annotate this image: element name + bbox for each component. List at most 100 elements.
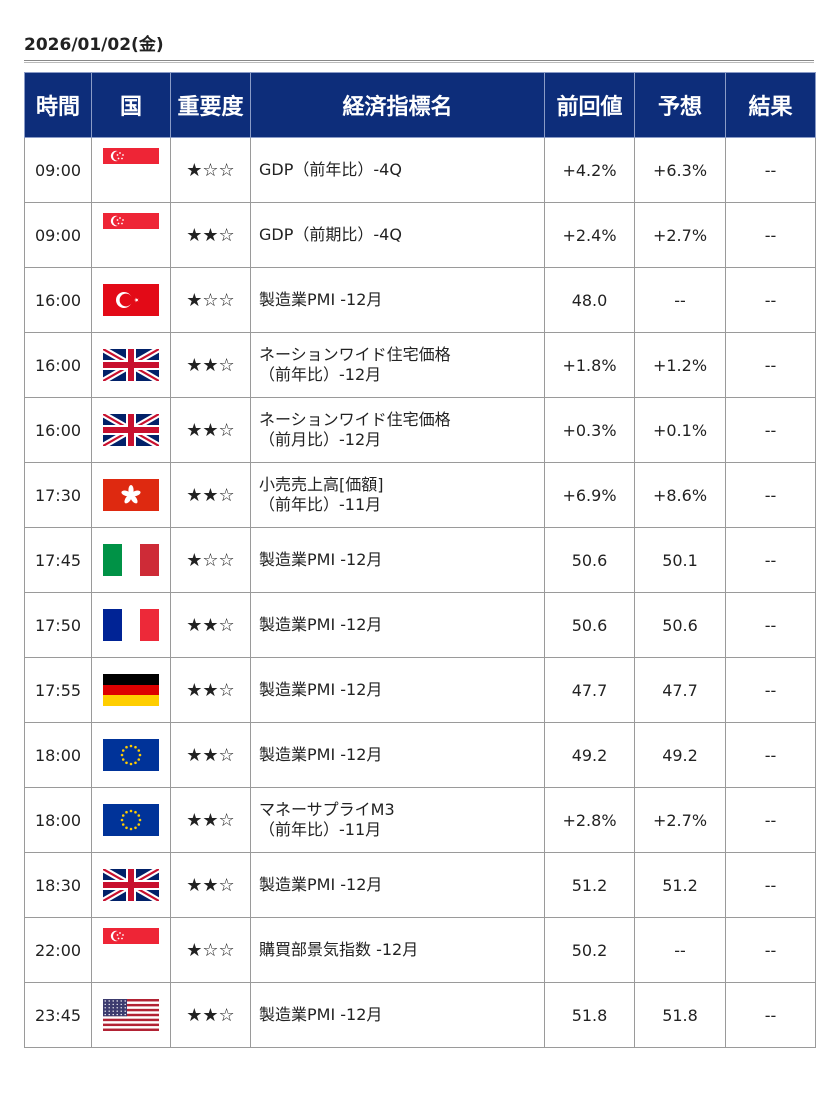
indicator-name-cell: 製造業PMI -12月 <box>250 267 545 333</box>
forecast-value-cell: +1.2% <box>634 332 726 398</box>
table-row: 18:00 ★★☆ 製造業PMI -12月 49.2 49.2 -- <box>24 722 816 788</box>
header-indicator-name: 経済指標名 <box>250 72 545 138</box>
divider <box>24 60 814 63</box>
indicator-name-line: 製造業PMI -12月 <box>259 550 383 569</box>
country-cell <box>91 527 171 593</box>
forecast-value-cell: -- <box>634 917 726 983</box>
previous-value-cell: 47.7 <box>544 657 635 723</box>
indicator-name-cell: 購買部景気指数 -12月 <box>250 917 545 983</box>
time-cell: 18:00 <box>24 722 92 788</box>
previous-value-cell: +2.8% <box>544 787 635 853</box>
country-cell <box>91 332 171 398</box>
singapore-flag-icon <box>103 148 159 180</box>
indicator-name-cell: 製造業PMI -12月 <box>250 657 545 723</box>
result-value-cell: -- <box>725 137 816 203</box>
time-cell: 09:00 <box>24 202 92 268</box>
forecast-value-cell: +2.7% <box>634 787 726 853</box>
forecast-value-cell: 51.8 <box>634 982 726 1048</box>
country-cell <box>91 397 171 463</box>
germany-flag-icon <box>103 674 159 706</box>
result-value-cell: -- <box>725 657 816 723</box>
table-row: 16:00 ★★☆ ネーションワイド住宅価格 （前月比）-12月 +0.3% +0.1% -… <box>24 397 816 463</box>
result-value-cell: -- <box>725 787 816 853</box>
table-row: 09:00 ★☆☆ GDP（前年比）-4Q +4.2% +6.3% -- <box>24 137 816 203</box>
indicator-name-line: 製造業PMI -12月 <box>259 875 383 894</box>
uk-flag-icon <box>103 869 159 901</box>
header-forecast: 予想 <box>634 72 726 138</box>
indicator-name-line: （前月比）-12月 <box>259 430 382 449</box>
importance-stars: ★☆☆ <box>170 917 251 983</box>
table-row: 18:30 ★★☆ 製造業PMI -12月 51.2 51.2 -- <box>24 852 816 918</box>
result-value-cell: -- <box>725 592 816 658</box>
country-cell <box>91 267 171 333</box>
country-cell <box>91 917 171 983</box>
importance-stars: ★☆☆ <box>170 527 251 593</box>
italy-flag-icon <box>103 544 159 576</box>
time-cell: 16:00 <box>24 267 92 333</box>
time-cell: 17:55 <box>24 657 92 723</box>
table-row: 17:45 ★☆☆ 製造業PMI -12月 50.6 50.1 -- <box>24 527 816 593</box>
importance-stars: ★★☆ <box>170 397 251 463</box>
result-value-cell: -- <box>725 202 816 268</box>
table-row: 16:00 ★☆☆ 製造業PMI -12月 48.0 -- -- <box>24 267 816 333</box>
importance-stars: ★★☆ <box>170 462 251 528</box>
result-value-cell: -- <box>725 267 816 333</box>
table-row: 09:00 ★★☆ GDP（前期比）-4Q +2.4% +2.7% -- <box>24 202 816 268</box>
table-row: 17:30 ★★☆ 小売売上高[価額] （前年比）-11月 +6.9% +8.6% -- <box>24 462 816 528</box>
uk-flag-icon <box>103 349 159 381</box>
turkey-flag-icon <box>103 284 159 316</box>
importance-stars: ★★☆ <box>170 332 251 398</box>
forecast-value-cell: 50.6 <box>634 592 726 658</box>
country-cell <box>91 852 171 918</box>
indicator-name-cell: GDP（前期比）-4Q <box>250 202 545 268</box>
time-cell: 18:30 <box>24 852 92 918</box>
importance-stars: ★★☆ <box>170 202 251 268</box>
result-value-cell: -- <box>725 462 816 528</box>
time-cell: 17:45 <box>24 527 92 593</box>
table-row: 17:50 ★★☆ 製造業PMI -12月 50.6 50.6 -- <box>24 592 816 658</box>
result-value-cell: -- <box>725 917 816 983</box>
indicator-name-line: 購買部景気指数 -12月 <box>259 940 419 959</box>
previous-value-cell: 48.0 <box>544 267 635 333</box>
eu-flag-icon <box>103 739 159 771</box>
importance-stars: ★☆☆ <box>170 267 251 333</box>
header-importance: 重要度 <box>170 72 251 138</box>
indicator-name-line: 小売売上高[価額] <box>259 475 384 494</box>
time-cell: 16:00 <box>24 332 92 398</box>
forecast-value-cell: +8.6% <box>634 462 726 528</box>
indicator-name-cell: ネーションワイド住宅価格 （前月比）-12月 <box>250 397 545 463</box>
importance-stars: ★★☆ <box>170 592 251 658</box>
time-cell: 18:00 <box>24 787 92 853</box>
indicator-name-cell: 製造業PMI -12月 <box>250 527 545 593</box>
uk-flag-icon <box>103 414 159 446</box>
indicator-name-cell: GDP（前年比）-4Q <box>250 137 545 203</box>
date-heading: 2026/01/02(金) <box>24 35 164 55</box>
indicator-name-line: マネーサプライM3 <box>259 800 395 819</box>
indicator-name-cell: 小売売上高[価額] （前年比）-11月 <box>250 462 545 528</box>
forecast-value-cell: 50.1 <box>634 527 726 593</box>
table-row: 18:00 ★★☆ マネーサプライM3 （前年比）-11月 +2.8% +2.7% -- <box>24 787 816 853</box>
indicator-name-cell: 製造業PMI -12月 <box>250 982 545 1048</box>
indicator-name-line: （前年比）-12月 <box>259 365 382 384</box>
indicator-name-cell: ネーションワイド住宅価格 （前年比）-12月 <box>250 332 545 398</box>
hongkong-flag-icon <box>103 479 159 511</box>
previous-value-cell: 50.6 <box>544 527 635 593</box>
header-row: 時間 国 重要度 経済指標名 前回値 予想 結果 <box>24 72 816 138</box>
country-cell <box>91 787 171 853</box>
time-cell: 09:00 <box>24 137 92 203</box>
importance-stars: ★★☆ <box>170 787 251 853</box>
eu-flag-icon <box>103 804 159 836</box>
previous-value-cell: 51.2 <box>544 852 635 918</box>
previous-value-cell: +4.2% <box>544 137 635 203</box>
previous-value-cell: +2.4% <box>544 202 635 268</box>
time-cell: 17:30 <box>24 462 92 528</box>
singapore-flag-icon <box>103 213 159 245</box>
country-cell <box>91 657 171 723</box>
country-cell <box>91 462 171 528</box>
indicator-name-line: GDP（前年比）-4Q <box>259 160 402 179</box>
indicator-name-cell: 製造業PMI -12月 <box>250 722 545 788</box>
indicator-name-cell: マネーサプライM3 （前年比）-11月 <box>250 787 545 853</box>
country-cell <box>91 137 171 203</box>
result-value-cell: -- <box>725 722 816 788</box>
usa-flag-icon <box>103 999 159 1031</box>
